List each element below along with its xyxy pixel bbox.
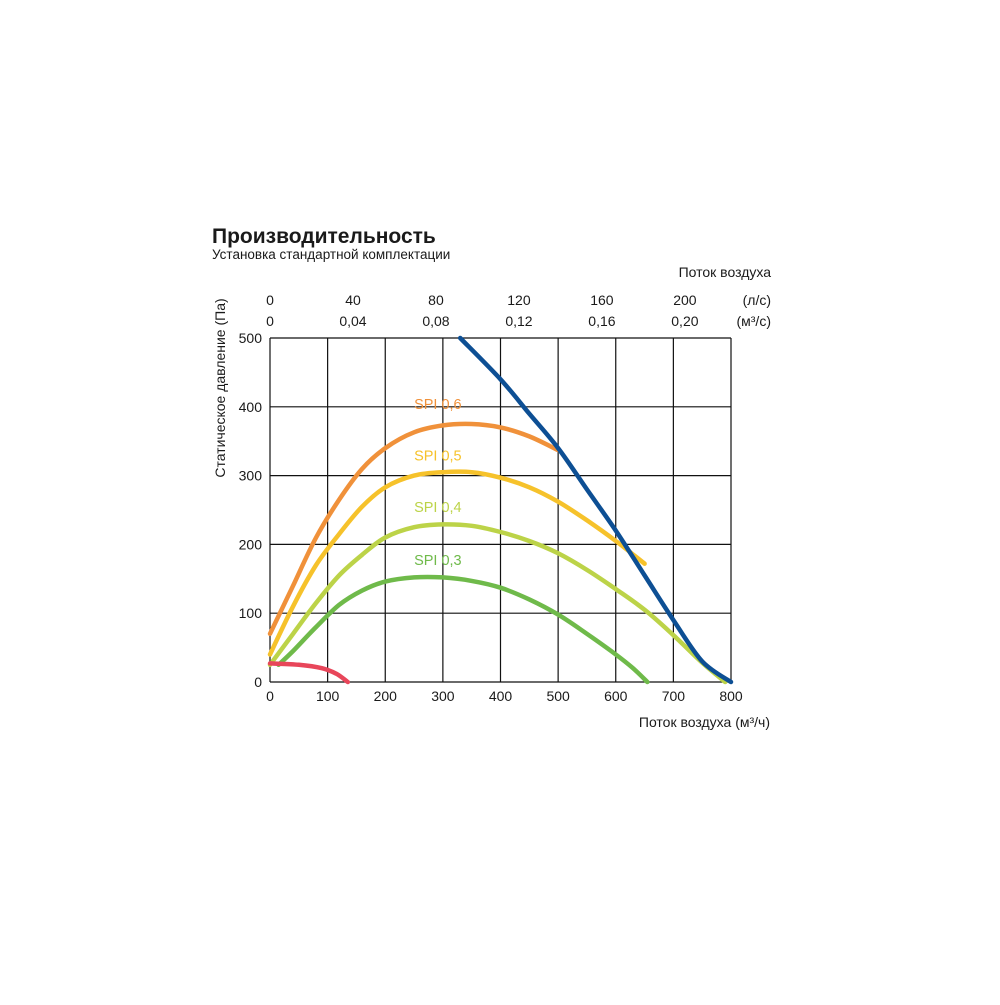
series-layer: [267, 335, 734, 685]
top-ls-tick-label: 80: [428, 292, 444, 308]
x-tick-label: 0: [266, 688, 274, 704]
series-label: SPI 0,3: [414, 553, 462, 569]
series-line-4: [267, 522, 728, 685]
series-line-0: [457, 335, 734, 685]
x-tick-label: 600: [604, 688, 628, 704]
x-tick-label: 100: [316, 688, 340, 704]
y-axis-label: Статическое давление (Па): [212, 298, 228, 477]
top-ls-tick-label: 160: [590, 292, 614, 308]
top-axis-ls-unit: (л/с): [743, 292, 771, 308]
series-label: SPI 0,4: [414, 500, 462, 516]
series-line-1: [267, 661, 351, 685]
top-ls-tick-label: 40: [345, 292, 361, 308]
top-m3s-tick-label: 0,12: [505, 313, 532, 329]
top-m3s-tick-label: 0,04: [339, 313, 366, 329]
x-tick-label: 500: [546, 688, 570, 704]
x-tick-label: 700: [662, 688, 686, 704]
series-label: SPI 0,6: [414, 397, 462, 413]
y-tick-label: 200: [239, 536, 263, 552]
chart-title: Производительность: [212, 225, 436, 248]
x-tick-label: 200: [374, 688, 398, 704]
top-ls-tick-label: 0: [266, 292, 274, 308]
y-tick-label: 400: [239, 399, 263, 415]
y-tick-label: 0: [254, 674, 262, 690]
top-axis-title: Поток воздуха: [679, 264, 772, 280]
y-tick-label: 500: [239, 330, 263, 346]
y-tick-label: 300: [239, 468, 263, 484]
top-m3s-tick-label: 0: [266, 313, 274, 329]
top-m3s-tick-label: 0,16: [588, 313, 615, 329]
x-tick-label: 400: [489, 688, 513, 704]
tick-layer: 0 100 200 300 400 500 600 700 800010020030040050…: [239, 292, 743, 704]
top-m3s-tick-label: 0,20: [671, 313, 698, 329]
series-line-2: [267, 421, 561, 637]
series-line-5: [276, 574, 650, 685]
x-axis-label: Поток воздуха (м³/ч): [639, 714, 770, 730]
top-axis-m3s-unit: (м³/с): [736, 313, 771, 329]
top-ls-tick-label: 200: [673, 292, 697, 308]
top-m3s-tick-label: 0,08: [422, 313, 449, 329]
y-tick-label: 100: [239, 605, 263, 621]
x-tick-label: 800: [719, 688, 743, 704]
series-line-3: [267, 469, 647, 657]
series-label-layer: SPI 0,6 SPI 0,5 SPI 0,4 SPI 0,3: [414, 397, 462, 569]
x-tick-label: 300: [431, 688, 455, 704]
grid: [269, 337, 732, 683]
chart-subtitle: Установка стандартной комплектации: [212, 247, 450, 262]
top-ls-tick-label: 120: [507, 292, 531, 308]
series-label: SPI 0,5: [414, 448, 462, 464]
